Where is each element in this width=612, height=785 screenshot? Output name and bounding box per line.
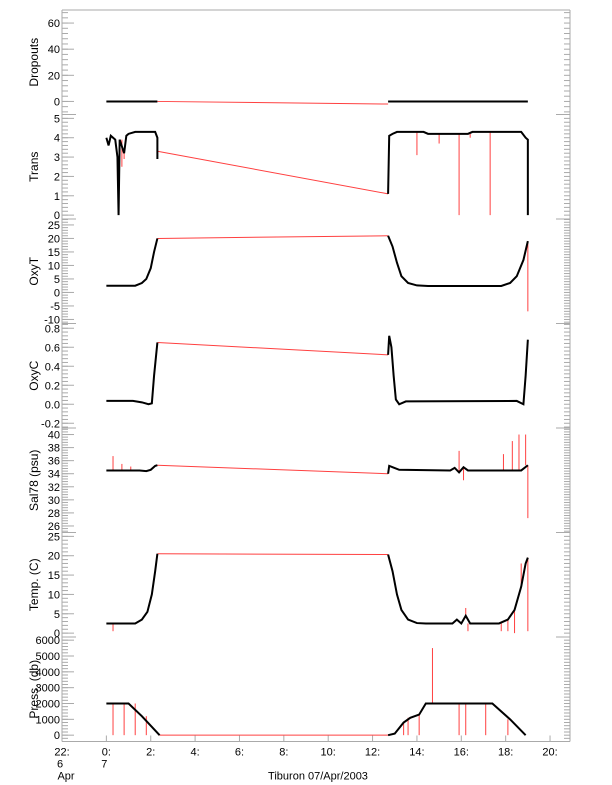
x-tick-label: 22:: [54, 747, 69, 759]
y-tick-label: 2: [54, 171, 60, 183]
y-tick-label: 5: [54, 609, 60, 621]
y-tick-label: 15: [48, 570, 60, 582]
y-tick-label: 5: [54, 113, 60, 125]
x-tick-label: 20:: [542, 747, 557, 759]
y-tick-label: 10: [48, 589, 60, 601]
gap-interpolation-line: [157, 553, 389, 556]
y-tick-label: 5: [54, 274, 60, 286]
y-axis-label: Press. (db): [27, 660, 41, 719]
y-tick-label: 60: [48, 18, 60, 30]
y-tick-label: 6000: [36, 635, 60, 647]
data-series-line: [387, 335, 529, 406]
y-tick-label: 1000: [36, 714, 60, 726]
y-tick-label: 34: [48, 469, 60, 481]
y-tick-label: 0: [54, 287, 60, 299]
y-tick-label: 0.0: [45, 399, 60, 411]
x-axis-label: Tiburon 07/Apr/2003: [268, 771, 368, 783]
y-tick-label: 36: [48, 456, 60, 468]
y-tick-label: 1: [54, 191, 60, 203]
y-tick-label: 26: [48, 521, 60, 533]
x-tick-label: 14:: [409, 747, 424, 759]
y-axis-label: Temp. (C): [27, 558, 41, 611]
x-tick-label: 8:: [279, 747, 288, 759]
data-series-line: [106, 342, 159, 406]
data-series-line: [387, 702, 527, 737]
data-series-line: [106, 238, 159, 287]
y-tick-label: 15: [48, 247, 60, 259]
y-tick-label: 0.2: [45, 380, 60, 392]
x-tick-label: 10:: [321, 747, 336, 759]
y-tick-label: -10: [44, 314, 60, 326]
data-series-line: [106, 464, 158, 473]
y-tick-label: 2000: [36, 699, 60, 711]
gap-interpolation-line: [157, 150, 389, 195]
x-tick-label: 12:: [365, 747, 380, 759]
x-tick-label: 4:: [191, 747, 200, 759]
y-tick-label: 4: [54, 133, 60, 145]
y-tick-label: 4000: [36, 667, 60, 679]
y-axis-label: OxyT: [27, 256, 41, 285]
y-tick-label: 20: [48, 70, 60, 82]
gap-interpolation-line: [157, 100, 389, 105]
y-axis-label: Trans: [27, 152, 41, 182]
gap-interpolation-line: [157, 464, 389, 475]
data-series-line: [387, 464, 529, 474]
gap-interpolation-line: [157, 235, 389, 239]
y-tick-label: 38: [48, 443, 60, 455]
y-axis-label: Sal78 (psu): [27, 450, 41, 511]
y-tick-label: 5000: [36, 651, 60, 663]
y-tick-label: 0: [54, 628, 60, 640]
y-axis-label: OxyC: [27, 360, 41, 390]
y-tick-label: 32: [48, 482, 60, 494]
y-tick-label: 20: [48, 551, 60, 563]
y-tick-label: 40: [48, 430, 60, 442]
y-tick-label: 0: [54, 96, 60, 108]
y-tick-label: 28: [48, 508, 60, 520]
data-series-line: [387, 235, 529, 287]
x-tick-label: 6:: [235, 747, 244, 759]
y-tick-label: -5: [50, 301, 60, 313]
x-tick-month: Apr: [57, 771, 74, 783]
y-tick-label: 10: [48, 260, 60, 272]
y-tick-label: 25: [48, 220, 60, 232]
data-series-line: [387, 130, 529, 216]
x-tick-label: 18:: [498, 747, 513, 759]
data-series-line: [105, 130, 159, 216]
x-tick-label: 2:: [146, 747, 155, 759]
x-tick-day: 7: [101, 759, 107, 771]
y-tick-label: 30: [48, 495, 60, 507]
y-tick-label: 40: [48, 44, 60, 56]
y-tick-label: 3: [54, 152, 60, 164]
data-series-line: [106, 553, 159, 625]
y-tick-label: -0.2: [41, 418, 60, 430]
y-tick-label: 25: [48, 531, 60, 543]
y-axis-label: Dropouts: [27, 38, 41, 87]
y-tick-label: 0.8: [45, 323, 60, 335]
y-tick-label: 0: [54, 730, 60, 742]
y-tick-label: 20: [48, 233, 60, 245]
y-tick-label: 0: [54, 210, 60, 222]
y-tick-label: 0.6: [45, 342, 60, 354]
data-series-line: [387, 554, 529, 626]
x-tick-label: 16:: [454, 747, 469, 759]
y-tick-label: 0.4: [45, 361, 60, 373]
y-tick-label: 3000: [36, 683, 60, 695]
gap-interpolation-line: [157, 342, 389, 356]
data-series-line: [106, 702, 161, 736]
x-tick-day: 6: [57, 759, 63, 771]
x-tick-label: 0:: [102, 747, 111, 759]
